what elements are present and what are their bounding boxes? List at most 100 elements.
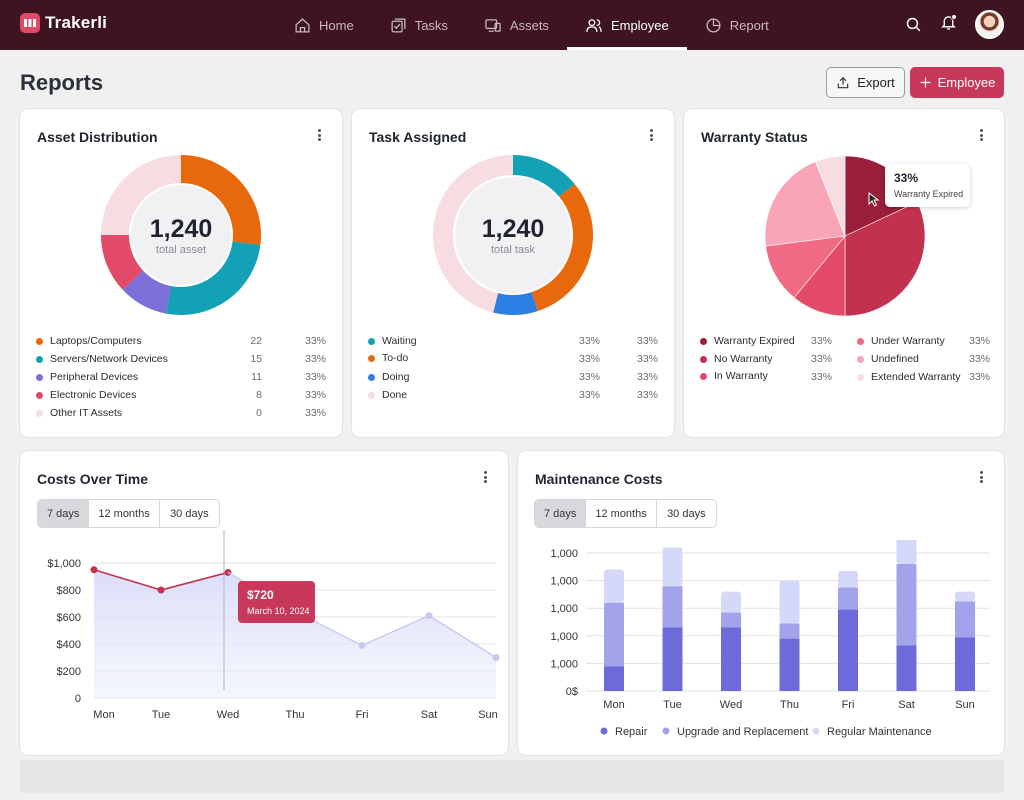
more-options-icon[interactable] — [646, 127, 656, 143]
bar-segment[interactable] — [662, 586, 683, 628]
bar-segment[interactable] — [779, 580, 800, 624]
asset-slice[interactable] — [181, 155, 261, 246]
range-7-days-button[interactable]: 7 days — [535, 500, 587, 527]
nav-item-report[interactable]: Report — [687, 0, 787, 50]
asset-donut-chart — [101, 155, 261, 315]
export-button[interactable]: Export — [826, 67, 905, 98]
legend-swatch — [368, 373, 375, 381]
legend-value: 33% — [578, 371, 600, 383]
y-tick-label: 1,000 — [550, 576, 578, 588]
x-tick-label: Sat — [898, 699, 915, 711]
range-30-days-button[interactable]: 30 days — [667, 507, 706, 520]
bar-segment[interactable] — [955, 601, 975, 638]
bar-segment[interactable] — [838, 570, 858, 588]
data-point[interactable] — [492, 654, 500, 661]
task-slice[interactable] — [493, 292, 538, 315]
data-point[interactable] — [90, 566, 98, 574]
data-point[interactable] — [157, 586, 165, 594]
legend-swatch — [857, 355, 864, 363]
asset-slice[interactable] — [101, 235, 144, 290]
asset-slice[interactable] — [101, 155, 181, 235]
bar-segment[interactable] — [896, 645, 917, 691]
data-point[interactable] — [425, 612, 433, 620]
warranty-tooltip: 33% Warranty Expired — [885, 164, 970, 207]
more-options-icon[interactable] — [976, 469, 986, 485]
range-12-months-button[interactable]: 12 months — [586, 500, 657, 527]
bar-segment[interactable] — [721, 627, 741, 691]
bar-segment[interactable] — [779, 638, 800, 691]
legend-percent: 33% — [304, 353, 326, 365]
bar-segment[interactable] — [721, 591, 741, 613]
legend-swatch — [36, 355, 43, 363]
bar-segment[interactable] — [955, 591, 975, 602]
warranty-slice[interactable] — [765, 161, 846, 247]
bar-segment[interactable] — [721, 612, 741, 628]
nav-item-home[interactable]: Home — [276, 0, 372, 50]
legend-label: To-do — [382, 352, 409, 364]
legend-swatch — [700, 372, 707, 380]
range-7-days-button[interactable]: 7 days — [38, 500, 90, 527]
legend-item: Electronic Devices — [36, 388, 136, 402]
users-icon — [586, 18, 602, 32]
add-employee-label: Employee — [937, 75, 996, 90]
notifications-button[interactable] — [940, 13, 957, 36]
bar-segment[interactable] — [662, 547, 683, 587]
warranty-slice[interactable] — [765, 235, 846, 299]
legend-count: 22 — [250, 335, 262, 347]
legend-item: No Warranty — [700, 352, 773, 366]
asset-total-label: total asset — [155, 244, 207, 256]
nav-item-employee[interactable]: Employee — [566, 0, 687, 50]
more-options-icon[interactable] — [976, 127, 986, 143]
card-title: Warranty Status — [701, 129, 808, 145]
next-section-placeholder — [20, 760, 1004, 793]
bar-segment[interactable] — [896, 564, 917, 646]
task-total-label: total task — [490, 244, 536, 256]
legend-swatch — [36, 409, 43, 417]
bar-segment[interactable] — [838, 609, 858, 691]
export-label: Export — [857, 75, 895, 90]
nav-item-tasks[interactable]: Tasks — [372, 0, 466, 50]
asset-slice[interactable] — [122, 270, 172, 314]
user-avatar[interactable] — [975, 10, 1004, 39]
more-options-icon[interactable] — [480, 469, 490, 485]
range-12-months-button[interactable]: 12 months — [89, 500, 160, 527]
bar-segment[interactable] — [838, 587, 858, 610]
bar-segment[interactable] — [779, 623, 800, 639]
home-icon — [295, 17, 310, 33]
bar-segment[interactable] — [896, 540, 917, 565]
more-options-icon[interactable] — [314, 127, 324, 143]
range-30-days-button[interactable]: 30 days — [170, 507, 209, 520]
tooltip-value: 33% — [894, 171, 919, 185]
task-slice[interactable] — [433, 155, 513, 313]
x-tick-label: Fri — [842, 699, 855, 711]
asset-slice[interactable] — [166, 241, 261, 315]
page-title: Reports — [20, 70, 104, 95]
task-slice[interactable] — [531, 184, 593, 312]
bar-segment[interactable] — [955, 637, 975, 691]
search-icon[interactable] — [905, 16, 922, 33]
data-point[interactable] — [358, 641, 366, 649]
nav-item-assets[interactable]: Assets — [466, 0, 567, 50]
x-tick-label: Tue — [152, 709, 171, 721]
legend-swatch — [36, 391, 43, 399]
bar-segment[interactable] — [662, 627, 683, 691]
warranty-slice[interactable] — [815, 156, 846, 237]
legend-percent: 33% — [810, 335, 832, 347]
bar-segment[interactable] — [604, 569, 624, 603]
legend-item: Servers/Network Devices — [36, 352, 168, 366]
add-employee-button[interactable]: Employee — [910, 67, 1004, 98]
nav-item-label: Assets — [509, 17, 549, 33]
mouse-cursor-icon — [868, 192, 880, 207]
y-tick-label: 1,000 — [550, 548, 578, 560]
app-logo[interactable]: Trakerli — [20, 13, 107, 33]
bar-segment[interactable] — [604, 666, 624, 691]
warranty-slice[interactable] — [844, 201, 925, 316]
top-navigation-bar: Trakerli Home Tasks Assets Employee Repo… — [0, 0, 1024, 50]
legend-label: No Warranty — [714, 353, 773, 365]
task-slice[interactable] — [513, 155, 575, 197]
legend-label: Peripheral Devices — [50, 371, 139, 383]
bar-segment[interactable] — [604, 602, 624, 667]
legend-percent: 33% — [304, 389, 326, 401]
x-tick-label: Sun — [955, 699, 975, 711]
legend-percent: 33% — [968, 371, 990, 383]
